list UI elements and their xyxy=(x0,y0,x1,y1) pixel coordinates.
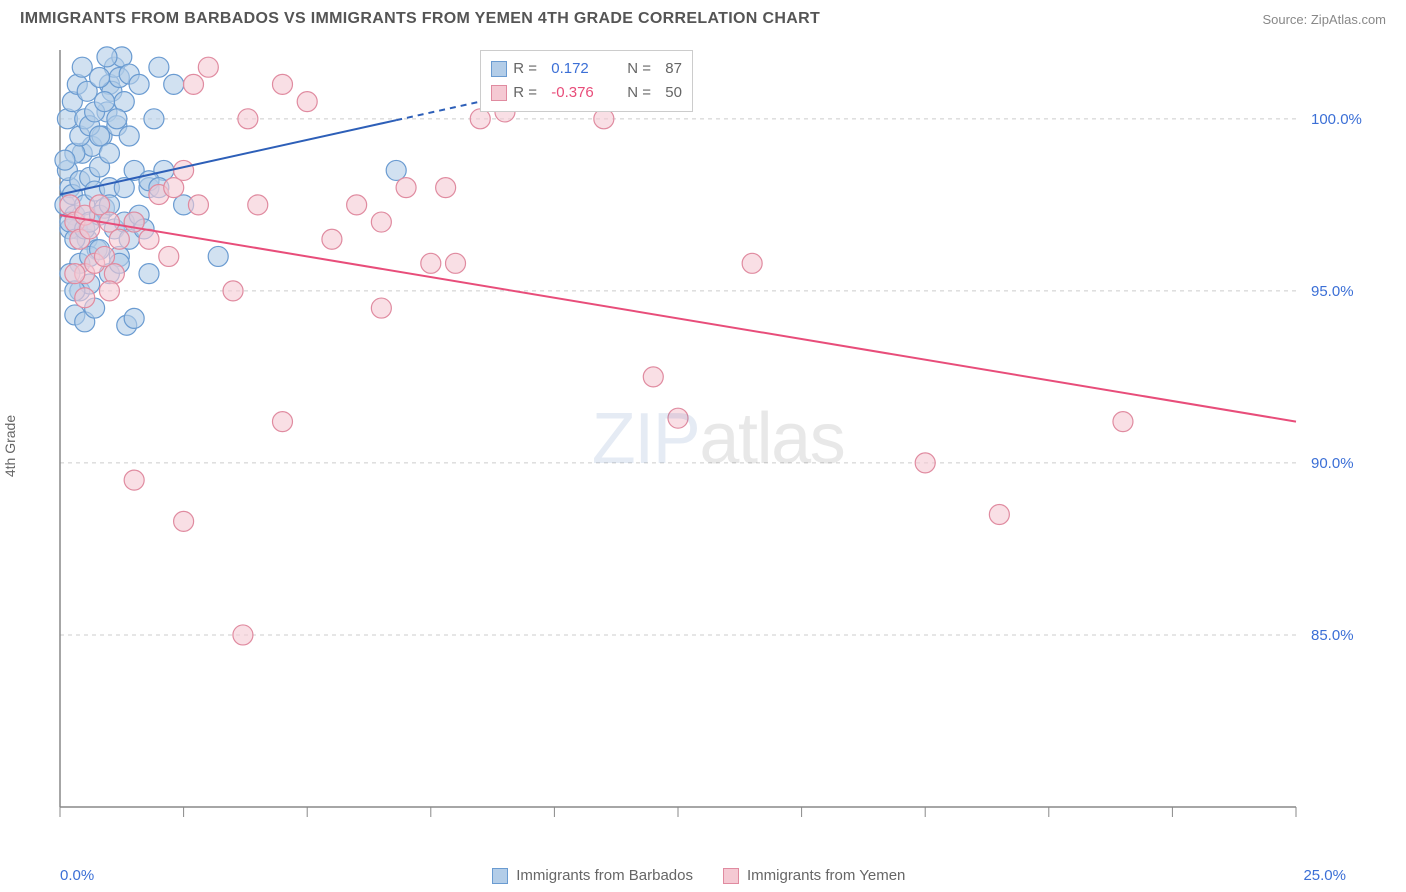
chart-source: Source: ZipAtlas.com xyxy=(1262,12,1386,27)
legend-swatch-yemen xyxy=(723,868,739,884)
stats-r-label: R = xyxy=(513,57,545,81)
stats-legend-box: R =0.172 N =87 R =-0.376 N =50 xyxy=(480,50,693,112)
chart-title: IMMIGRANTS FROM BARBADOS VS IMMIGRANTS F… xyxy=(20,10,820,28)
legend-label-yemen: Immigrants from Yemen xyxy=(747,867,905,884)
svg-text:90.0%: 90.0% xyxy=(1311,455,1354,472)
stats-row: R =-0.376 N =50 xyxy=(491,81,682,105)
svg-text:100.0%: 100.0% xyxy=(1311,111,1362,128)
svg-text:85.0%: 85.0% xyxy=(1311,627,1354,644)
legend-bottom: Immigrants from Barbados Immigrants from… xyxy=(492,867,905,884)
x-axis-max-label: 25.0% xyxy=(1303,867,1346,884)
legend-item-yemen: Immigrants from Yemen xyxy=(723,867,905,884)
stats-r-value: -0.376 xyxy=(551,81,611,105)
stats-n-label: N = xyxy=(627,81,659,105)
stats-n-value: 50 xyxy=(665,81,682,105)
stats-n-value: 87 xyxy=(665,57,682,81)
y-axis-label: 4th Grade xyxy=(2,415,18,477)
stats-row: R =0.172 N =87 xyxy=(491,57,682,81)
legend-swatch-barbados xyxy=(492,868,508,884)
svg-text:95.0%: 95.0% xyxy=(1311,283,1354,300)
stats-n-label: N = xyxy=(627,57,659,81)
legend-label-barbados: Immigrants from Barbados xyxy=(516,867,693,884)
stats-r-label: R = xyxy=(513,81,545,105)
chart-area: 85.0%90.0%95.0%100.0% ZIPatlas R =0.172N… xyxy=(50,40,1386,837)
footer: 0.0% Immigrants from Barbados Immigrants… xyxy=(0,867,1406,884)
legend-item-barbados: Immigrants from Barbados xyxy=(492,867,693,884)
x-axis-min-label: 0.0% xyxy=(60,867,94,884)
chart-svg: 85.0% 90.0% 95.0% 100.0% xyxy=(50,40,1386,837)
stats-swatch xyxy=(491,85,507,101)
stats-r-value: 0.172 xyxy=(551,57,611,81)
stats-swatch xyxy=(491,61,507,77)
